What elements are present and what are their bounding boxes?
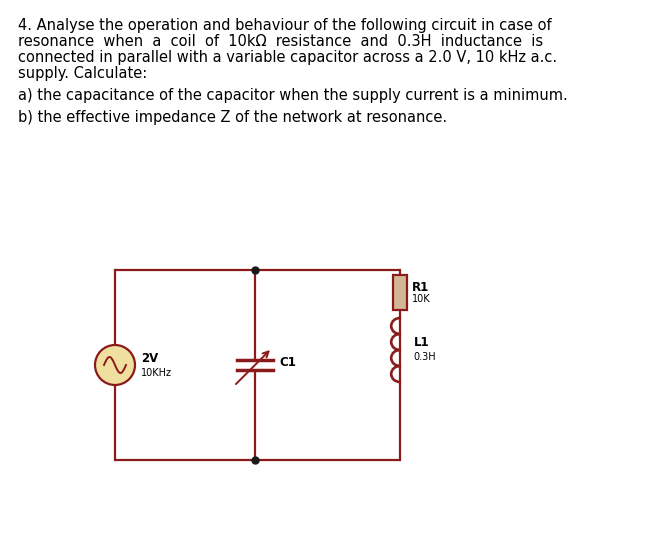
Text: connected in parallel with a variable capacitor across a 2.0 V, 10 kHz a.c.: connected in parallel with a variable ca… bbox=[18, 50, 557, 65]
Bar bbox=[393, 275, 407, 310]
Text: R1: R1 bbox=[412, 281, 429, 294]
Text: 0.3H: 0.3H bbox=[414, 352, 436, 362]
Text: 10KHz: 10KHz bbox=[141, 368, 172, 378]
Text: resonance  when  a  coil  of  10kΩ  resistance  and  0.3H  inductance  is: resonance when a coil of 10kΩ resistance… bbox=[18, 34, 543, 49]
Circle shape bbox=[95, 345, 135, 385]
Text: b) the effective impedance Z of the network at resonance.: b) the effective impedance Z of the netw… bbox=[18, 110, 447, 125]
Text: supply. Calculate:: supply. Calculate: bbox=[18, 66, 147, 81]
Text: a) the capacitance of the capacitor when the supply current is a minimum.: a) the capacitance of the capacitor when… bbox=[18, 88, 568, 103]
Text: L1: L1 bbox=[414, 336, 430, 349]
Text: 10K: 10K bbox=[412, 294, 430, 305]
Text: C1: C1 bbox=[279, 356, 296, 369]
Text: 2V: 2V bbox=[141, 353, 158, 366]
Text: 4. Analyse the operation and behaviour of the following circuit in case of: 4. Analyse the operation and behaviour o… bbox=[18, 18, 551, 33]
